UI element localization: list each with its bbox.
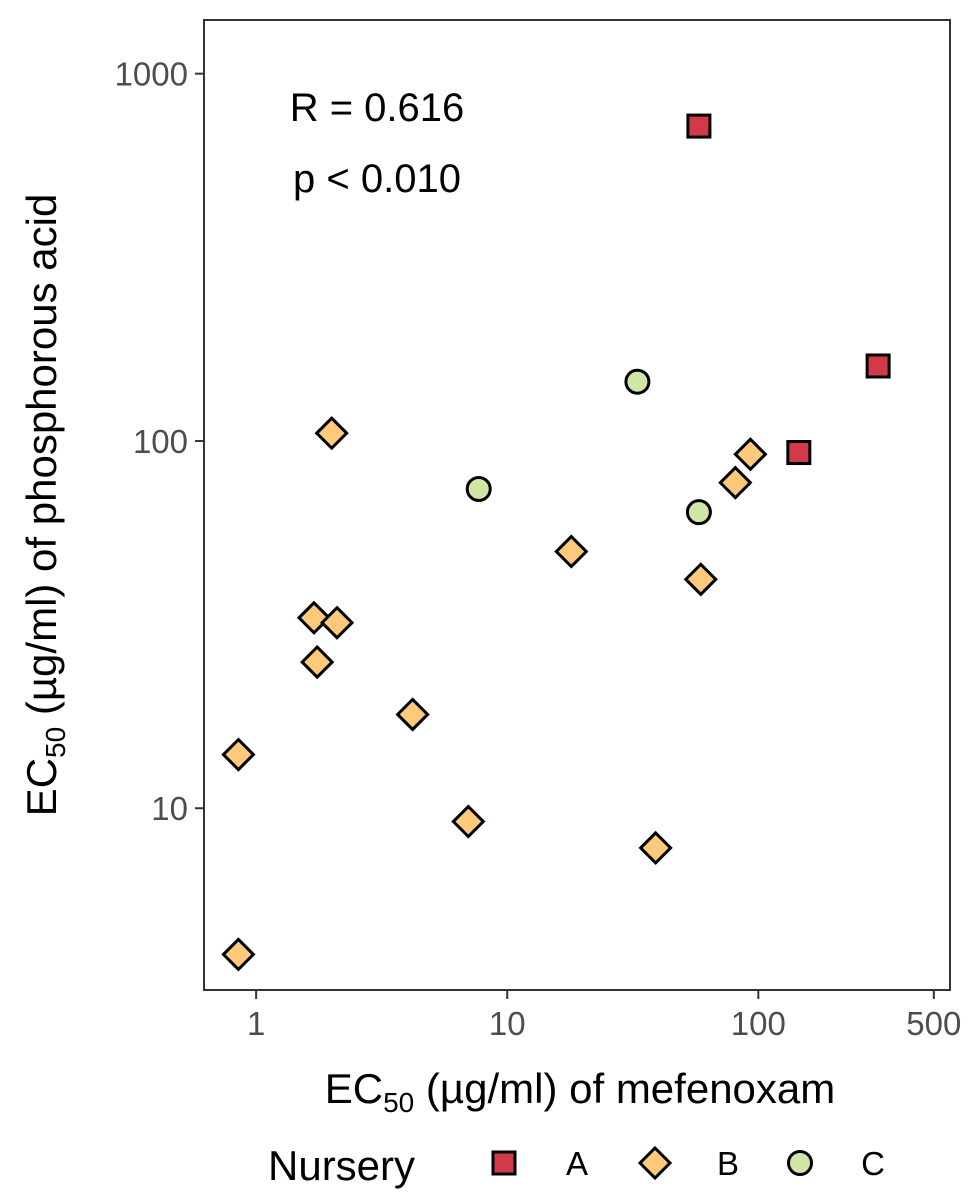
data-point-nursery-a (865, 353, 891, 379)
data-point-nursery-b (300, 644, 335, 680)
data-point-nursery-b (638, 830, 673, 866)
legend: Nursery A B C (268, 1142, 885, 1189)
legend-key-c (787, 1150, 813, 1176)
data-point-nursery-c (685, 499, 712, 526)
x-tick-label: 500 (906, 1005, 961, 1042)
data-points (221, 113, 891, 972)
data-point-nursery-b (221, 737, 256, 772)
data-point-nursery-b (733, 437, 768, 472)
data-point-nursery-b (718, 465, 753, 500)
legend-label-b: B (717, 1145, 739, 1182)
x-tick-label: 100 (731, 1005, 786, 1042)
y-tick-label: 1000 (115, 56, 188, 93)
data-point-nursery-b (221, 937, 256, 972)
y-tick-label: 10 (151, 790, 188, 827)
legend-label-a: A (566, 1145, 588, 1182)
y-axis-title: EC50 (µg/ml) of phosphorous acid (18, 194, 71, 817)
legend-title: Nursery (268, 1142, 415, 1189)
legend-key-a (491, 1150, 517, 1176)
correlation-r-annotation: R = 0.616 (290, 86, 465, 130)
data-point-nursery-b (395, 697, 430, 732)
data-point-nursery-b (314, 416, 349, 451)
p-value-annotation: p < 0.010 (293, 157, 461, 201)
x-tick-label: 1 (247, 1005, 265, 1042)
data-point-nursery-b (683, 562, 718, 597)
legend-key-b (637, 1145, 673, 1181)
y-tick-label: 100 (133, 423, 188, 460)
data-point-nursery-c (624, 368, 651, 395)
y-axis-ticks: 10 100 1000 (115, 56, 204, 827)
data-point-nursery-a (786, 440, 812, 466)
data-point-nursery-c (465, 475, 492, 502)
data-point-nursery-b (296, 600, 332, 635)
legend-label-c: C (861, 1145, 885, 1182)
data-point-nursery-b (319, 605, 355, 640)
data-point-nursery-b (451, 804, 486, 839)
data-point-nursery-b (554, 534, 589, 569)
x-tick-label: 10 (489, 1005, 526, 1042)
x-axis-title: EC50 (µg/ml) of mefenoxam (325, 1065, 836, 1118)
plot-panel-border (203, 19, 951, 991)
x-axis-ticks: 1 10 100 500 (247, 990, 961, 1042)
data-point-nursery-a (686, 113, 712, 139)
